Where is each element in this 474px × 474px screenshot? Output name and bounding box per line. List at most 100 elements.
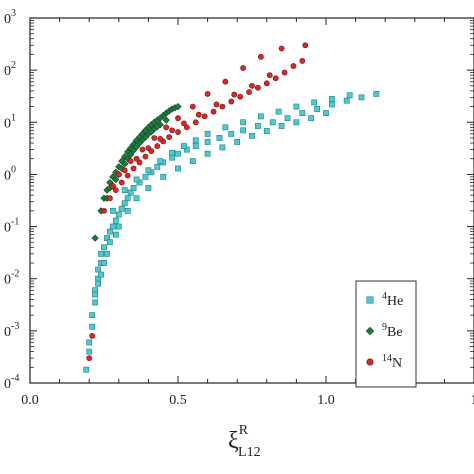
data-point <box>302 42 309 49</box>
data-point <box>130 185 137 191</box>
legend-marker <box>365 326 375 336</box>
series-be <box>91 102 182 242</box>
legend-label: 14N <box>382 353 402 371</box>
data-point <box>228 130 235 137</box>
data-points <box>83 42 380 373</box>
data-point <box>118 205 125 212</box>
data-point <box>329 101 335 108</box>
data-point <box>181 143 187 149</box>
data-point <box>151 135 158 141</box>
data-point <box>127 150 135 159</box>
data-point <box>92 291 99 298</box>
data-point <box>95 266 101 273</box>
data-point <box>210 108 217 115</box>
legend-label: 9Be <box>382 322 403 340</box>
data-point <box>263 128 270 134</box>
plot-frame <box>29 17 474 384</box>
data-point <box>101 207 107 214</box>
data-point <box>133 176 140 183</box>
y-tick-labels: 03 02 01 00 0-1 0-2 0-3 0-4 <box>4 8 19 392</box>
data-point <box>135 139 144 147</box>
y-tick-label: 00 <box>4 164 16 183</box>
data-point <box>136 159 143 166</box>
data-point <box>192 119 199 126</box>
data-point <box>145 167 152 174</box>
data-point <box>246 89 252 95</box>
data-point <box>240 127 247 134</box>
data-point <box>278 45 285 52</box>
data-point <box>104 250 110 257</box>
data-point <box>142 173 149 180</box>
y-tick-label: 02 <box>4 60 16 79</box>
data-point <box>154 163 161 170</box>
y-tick-label: 0-2 <box>4 269 19 288</box>
data-point <box>89 333 96 339</box>
data-point <box>127 189 134 196</box>
x-tick-label: 0.5 <box>169 393 187 408</box>
data-point <box>204 130 211 137</box>
data-point <box>92 299 99 306</box>
data-point <box>323 110 329 117</box>
data-point <box>107 195 113 202</box>
data-point <box>228 98 235 105</box>
y-tick-label: 0-4 <box>4 373 19 392</box>
data-point <box>240 119 247 126</box>
data-point <box>311 99 318 106</box>
data-point <box>91 234 99 242</box>
data-point <box>263 80 270 87</box>
data-point <box>169 149 175 156</box>
data-point <box>204 139 211 145</box>
data-point <box>141 133 150 141</box>
data-point <box>343 97 350 104</box>
data-point <box>107 228 113 235</box>
data-point <box>124 207 131 214</box>
data-point <box>183 146 190 153</box>
data-point <box>255 84 261 91</box>
x-axis-title-sub: L12 <box>238 445 261 460</box>
series-he <box>83 91 380 373</box>
data-point <box>275 108 282 115</box>
data-point <box>115 223 122 230</box>
data-point <box>237 93 244 100</box>
data-point <box>121 167 128 174</box>
data-point <box>257 113 264 120</box>
data-point <box>118 164 126 173</box>
data-point <box>86 355 93 362</box>
data-point <box>183 124 190 131</box>
data-point <box>112 187 119 194</box>
data-point <box>89 323 96 330</box>
data-point <box>213 101 220 108</box>
data-point <box>121 160 129 168</box>
data-point <box>234 139 241 145</box>
x-axis-title-sup: R <box>239 423 249 438</box>
data-point <box>109 183 116 189</box>
data-point <box>115 171 122 178</box>
data-point <box>231 91 238 98</box>
data-point <box>201 113 208 120</box>
legend-box <box>355 280 417 388</box>
data-point <box>204 91 211 97</box>
data-point <box>240 65 247 71</box>
data-point <box>156 121 164 129</box>
data-point <box>195 111 202 118</box>
data-point <box>101 244 107 251</box>
data-point <box>189 103 196 110</box>
data-point <box>157 136 164 142</box>
data-point <box>104 235 110 242</box>
data-point <box>127 158 134 165</box>
data-point <box>278 123 285 129</box>
data-point <box>86 348 93 355</box>
data-point <box>272 75 279 82</box>
data-point <box>118 179 125 186</box>
data-point <box>129 146 138 154</box>
data-point <box>166 134 173 140</box>
data-point <box>89 312 96 319</box>
legend-marker <box>366 296 374 304</box>
data-point <box>154 143 161 149</box>
data-point <box>121 200 128 207</box>
data-point <box>112 217 119 224</box>
data-point <box>192 137 199 144</box>
data-point <box>169 127 175 134</box>
data-point <box>216 135 223 141</box>
